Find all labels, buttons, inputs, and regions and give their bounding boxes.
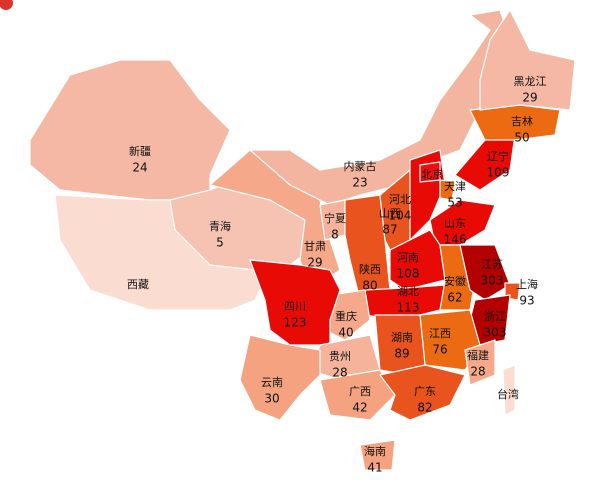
province-value: 41 — [367, 461, 382, 475]
province-name: 江苏 — [481, 258, 503, 271]
province-name: 山西 — [379, 207, 401, 220]
province-value: 87 — [382, 223, 397, 237]
province-name: 甘肃 — [304, 240, 326, 253]
province-name: 山东 — [444, 217, 466, 230]
province-value: 93 — [519, 294, 534, 308]
province-value: 5 — [216, 236, 224, 250]
province — [439, 179, 456, 201]
province-value: 303 — [484, 326, 507, 340]
province-value: 24 — [132, 161, 147, 175]
province-value: 82 — [417, 401, 432, 415]
province — [379, 364, 466, 421]
province-value: 89 — [394, 347, 409, 361]
province-name: 黑龙江 — [514, 75, 547, 88]
province — [359, 439, 396, 471]
province — [239, 334, 321, 421]
province-value: 123 — [284, 316, 307, 330]
province — [459, 244, 511, 301]
province-value: 29 — [522, 91, 537, 105]
province-name: 天津 — [444, 180, 466, 193]
province-name: 内蒙古 — [344, 159, 377, 173]
province-name: 贵州 — [329, 350, 351, 363]
province-name: 北京 — [421, 167, 443, 181]
province-name: 吉林 — [511, 114, 533, 128]
province-value: 23 — [352, 176, 367, 190]
province — [479, 9, 576, 111]
title-icon — [0, 0, 13, 10]
province-name: 河北 — [389, 193, 411, 206]
province-value: 30 — [264, 392, 279, 406]
province-name: 西藏 — [127, 278, 149, 291]
province-name: 安徽 — [444, 274, 466, 288]
province-name: 河南 — [397, 251, 419, 264]
province-name: 台湾 — [497, 387, 519, 401]
province-name: 四川 — [284, 300, 306, 313]
province-name: 青海 — [209, 219, 231, 233]
province — [319, 369, 396, 421]
province-name: 陕西 — [359, 262, 381, 276]
province-name: 湖北 — [397, 285, 419, 298]
provinces — [29, 9, 576, 471]
province — [249, 259, 341, 346]
province — [374, 314, 426, 376]
province-name: 重庆 — [335, 309, 357, 323]
province — [502, 364, 516, 416]
province-value: 50 — [514, 131, 529, 145]
province-value: 80 — [362, 279, 377, 293]
province-name: 广西 — [349, 385, 371, 398]
province-name: 宁夏 — [324, 211, 346, 225]
province — [29, 59, 231, 201]
province-name: 新疆 — [129, 144, 151, 158]
province-value: 42 — [352, 401, 367, 415]
province-name: 湖南 — [391, 331, 413, 344]
province-value: 53 — [447, 196, 462, 210]
province-value: 76 — [432, 343, 447, 357]
province-value: 8 — [331, 228, 339, 242]
province-name: 上海 — [516, 277, 538, 291]
province-value: 104 — [389, 209, 412, 223]
province-value: 29 — [307, 256, 322, 270]
province-value: 28 — [332, 366, 347, 380]
province-value: 109 — [487, 166, 510, 180]
province-name: 广东 — [414, 385, 436, 398]
province-value: 28 — [470, 365, 485, 379]
province-value: 40 — [338, 326, 353, 340]
province-name: 海南 — [364, 444, 386, 458]
province-value: 146 — [444, 233, 467, 247]
province-value: 108 — [397, 267, 420, 281]
province — [454, 134, 516, 191]
province-value: 113 — [397, 301, 420, 315]
province-name: 福建 — [467, 348, 489, 362]
province-name: 江西 — [429, 327, 451, 340]
province — [464, 339, 496, 386]
province-name: 辽宁 — [487, 149, 509, 163]
province-name: 浙江 — [484, 310, 506, 323]
province-value: 62 — [447, 291, 462, 305]
province-value: 303 — [481, 274, 504, 288]
province-name: 云南 — [261, 376, 283, 389]
